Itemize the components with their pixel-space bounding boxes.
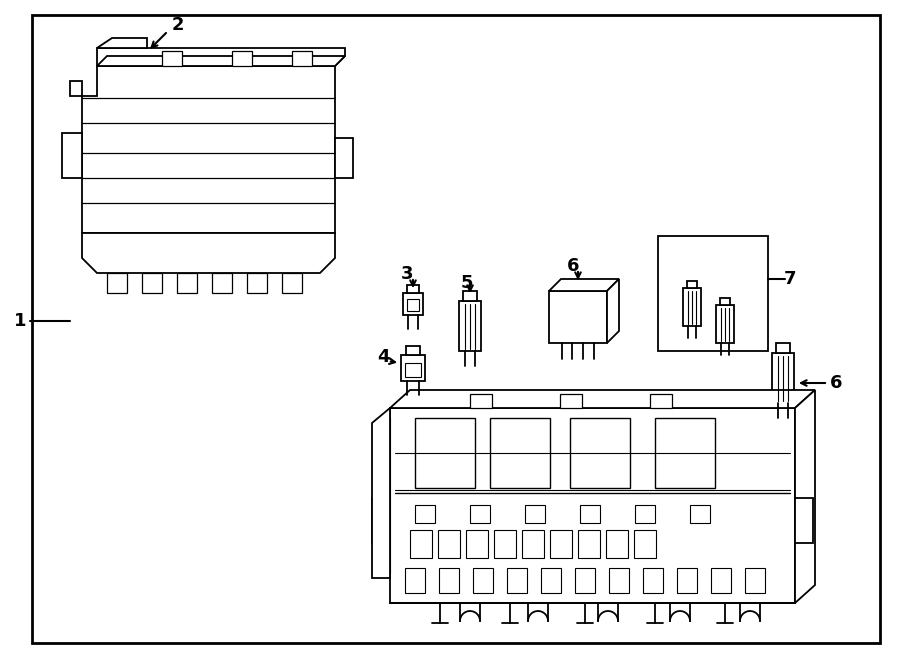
Bar [415,418,475,488]
Polygon shape [795,390,815,603]
Text: 6: 6 [830,374,842,392]
Text: 7: 7 [784,270,796,288]
Bar [580,505,600,523]
Text: 2: 2 [172,16,184,34]
Polygon shape [385,418,390,573]
Bar [578,530,600,558]
Bar [683,288,701,326]
Bar [162,51,182,66]
Bar [406,346,420,355]
Bar [292,51,312,66]
Bar [549,291,607,343]
Bar [634,530,656,558]
Text: 1: 1 [14,312,26,330]
Bar [776,343,790,353]
Text: 6: 6 [567,257,580,275]
Polygon shape [82,233,335,273]
Bar [142,273,162,293]
Polygon shape [795,498,813,543]
Bar [690,505,710,523]
Bar [405,363,421,377]
Bar [282,273,302,293]
Bar [522,530,544,558]
Polygon shape [70,81,82,96]
Bar [407,299,419,311]
Bar [407,285,419,293]
Text: 4: 4 [377,348,389,366]
Bar [107,273,127,293]
Bar [716,305,734,343]
Bar [609,568,629,593]
Polygon shape [62,133,82,178]
Bar [687,281,697,288]
Bar [575,568,595,593]
Bar [570,418,630,488]
Bar [560,394,582,408]
Bar [677,568,697,593]
Bar [410,530,432,558]
Polygon shape [372,498,390,543]
Bar [658,236,768,351]
Bar [403,293,423,315]
Bar [711,568,731,593]
Bar [550,530,572,558]
Bar [470,394,492,408]
Bar [745,568,765,593]
Text: 3: 3 [400,265,413,283]
Bar [494,530,516,558]
Bar [490,418,550,488]
Bar [438,530,460,558]
Bar [720,298,730,305]
Bar [507,568,527,593]
Bar [635,505,655,523]
Bar [232,51,252,66]
Bar [541,568,561,593]
Bar [606,530,628,558]
Bar [470,505,490,523]
Polygon shape [97,38,147,48]
Bar [473,568,493,593]
Polygon shape [97,48,345,66]
Bar [466,530,488,558]
Bar [177,273,197,293]
Bar [643,568,663,593]
Polygon shape [390,408,795,603]
Bar [405,568,425,593]
Text: 5: 5 [461,274,473,292]
Polygon shape [82,66,335,233]
Bar [459,301,481,351]
Polygon shape [372,408,390,578]
Bar [247,273,267,293]
Bar [655,418,715,488]
Bar [439,568,459,593]
Polygon shape [97,56,345,66]
Bar [525,505,545,523]
Bar [212,273,232,293]
Polygon shape [549,279,619,291]
Bar [772,353,794,403]
Polygon shape [335,138,353,178]
Bar [415,505,435,523]
Polygon shape [390,390,815,408]
Bar [463,291,477,301]
Bar [650,394,672,408]
Bar [401,355,425,381]
Polygon shape [607,279,619,343]
